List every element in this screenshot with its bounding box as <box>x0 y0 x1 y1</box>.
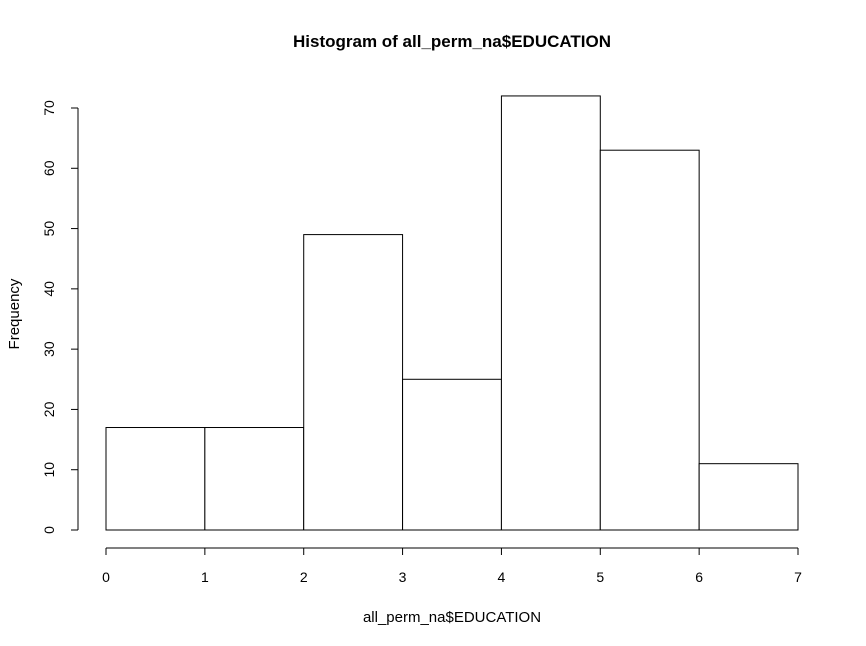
x-tick-label-0: 0 <box>102 569 110 585</box>
x-tick-label-4: 4 <box>498 569 506 585</box>
x-tick-label-7: 7 <box>794 569 802 585</box>
histogram-bar-6 <box>698 463 799 531</box>
y-tick-label-50: 50 <box>41 221 57 237</box>
y-axis: 0 10 20 30 40 50 60 70 <box>41 100 79 534</box>
histogram-bar-4 <box>500 95 601 531</box>
y-tick-label-60: 60 <box>41 160 57 176</box>
x-tick-label-1: 1 <box>201 569 209 585</box>
histogram-bar-5 <box>599 149 700 531</box>
histogram-bar-0 <box>105 427 206 531</box>
y-tick-label-10: 10 <box>41 462 57 478</box>
y-tick-label-0: 0 <box>41 526 57 534</box>
y-tick-label-40: 40 <box>41 281 57 297</box>
y-tick-label-20: 20 <box>41 401 57 417</box>
chart-title: Histogram of all_perm_na$EDUCATION <box>293 32 611 51</box>
histogram-bar-2 <box>303 234 404 531</box>
x-tick-label-2: 2 <box>300 569 308 585</box>
bars-group <box>105 95 799 531</box>
y-tick-label-30: 30 <box>41 341 57 357</box>
x-tick-label-6: 6 <box>695 569 703 585</box>
x-tick-label-5: 5 <box>596 569 604 585</box>
y-axis-label: Frequency <box>6 278 23 349</box>
x-axis-label: all_perm_na$EDUCATION <box>363 609 541 626</box>
histogram-bar-3 <box>402 378 502 531</box>
histogram-bar-1 <box>204 427 305 531</box>
x-tick-label-3: 3 <box>399 569 407 585</box>
y-tick-label-70: 70 <box>41 100 57 116</box>
x-axis: 0 1 2 3 4 5 6 7 <box>102 547 802 585</box>
